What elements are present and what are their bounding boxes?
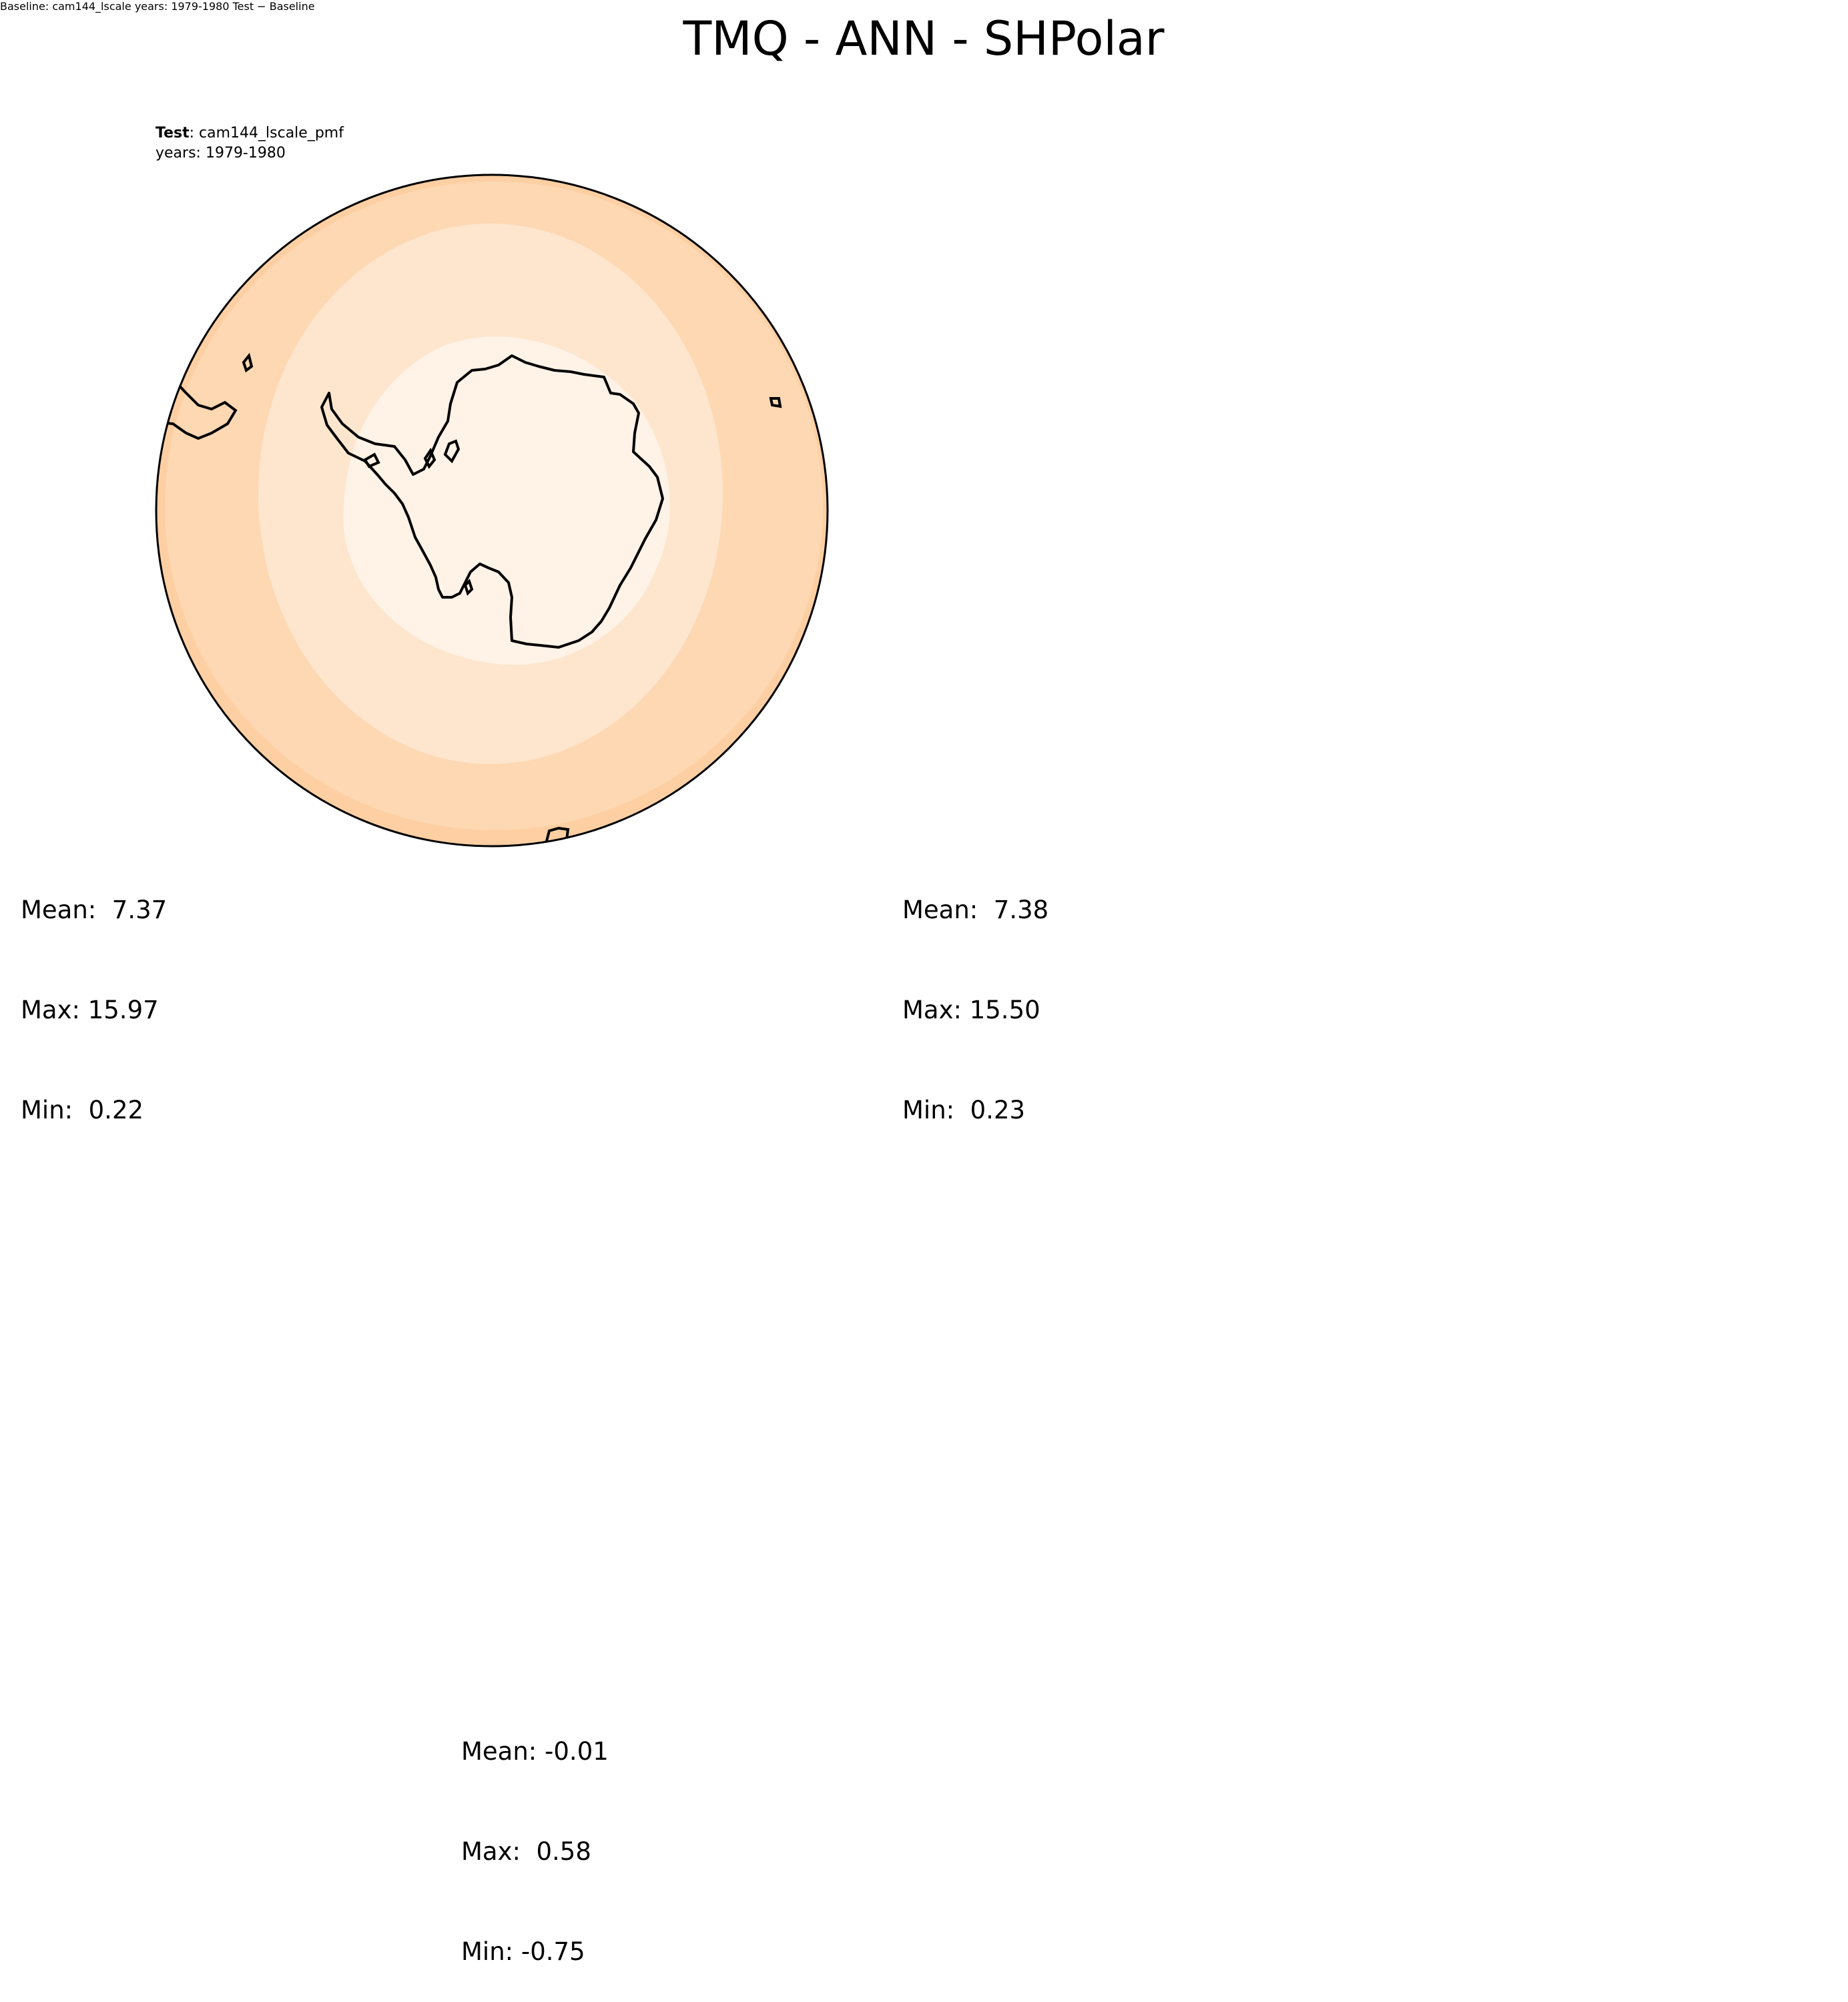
difference-min: Min: -0.75 [461,1937,585,1966]
figure: TMQ - ANN - SHPolar Test: cam144_lscale_… [155,11,1165,848]
baseline-stats: Mean: 7.38 Max: 15.50 Min: 0.23 [902,827,1048,1160]
test-mean: Mean: 7.37 [21,896,168,924]
difference-panel: Test − Baseline [233,0,315,13]
test-map-border [155,174,829,848]
baseline-years: years: 1979-1980 [134,0,230,13]
baseline-mean: Mean: 7.38 [902,896,1049,924]
baseline-header-rest: : cam144_lscale [45,0,131,13]
test-panel: Test: cam144_lscale_pmf years: 1979-1980 [155,125,829,848]
test-years: years: 1979-1980 [156,145,286,161]
baseline-min: Min: 0.23 [902,1096,1026,1124]
baseline-max: Max: 15.50 [902,996,1040,1024]
test-header-rest: : cam144_lscale_pmf [190,125,345,141]
difference-max: Max: 0.58 [461,1837,591,1866]
difference-header: Test − Baseline [232,0,315,13]
test-min: Min: 0.22 [21,1096,144,1124]
baseline-panel: Baseline: cam144_lscale years: 1979-1980 [0,0,233,13]
test-max: Max: 15.97 [21,996,159,1024]
difference-mean: Mean: -0.01 [461,1737,609,1766]
test-stats: Mean: 7.37 Max: 15.97 Min: 0.22 [21,827,167,1160]
test-map [156,175,828,846]
difference-stats: Mean: -0.01 Max: 0.58 Min: -0.75 [461,1668,609,2002]
test-header: Test: cam144_lscale_pmf [156,125,344,141]
baseline-header-bold: Baseline [0,0,45,13]
figure-title: TMQ - ANN - SHPolar [682,11,1164,66]
test-field-inner [343,336,670,665]
baseline-header: Baseline: cam144_lscale [0,0,135,13]
test-header-bold: Test [156,125,190,141]
